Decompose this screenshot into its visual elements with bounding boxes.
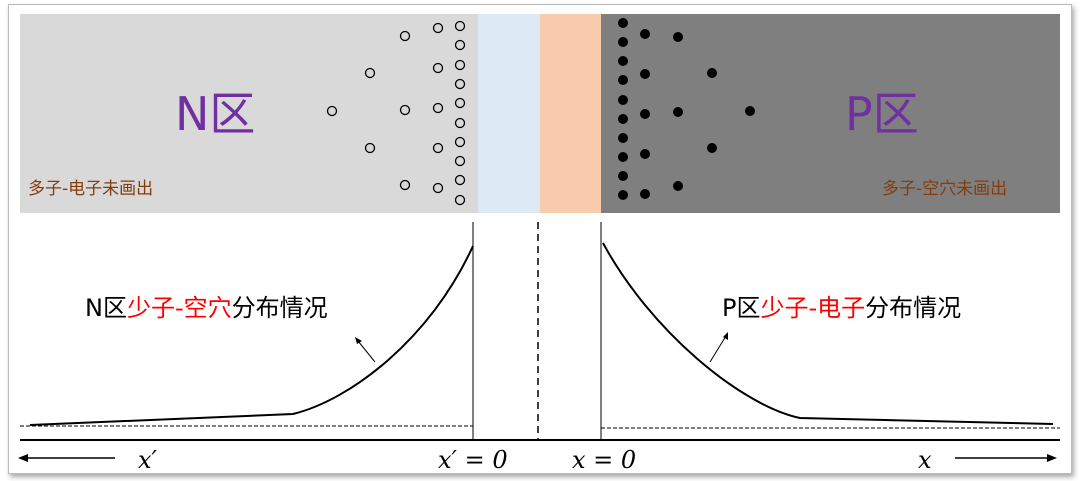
hole xyxy=(432,142,444,154)
arrow-right-icon xyxy=(1047,454,1057,462)
hole xyxy=(432,22,444,34)
p-region-label: P区 xyxy=(845,87,919,141)
hole xyxy=(454,78,466,90)
p-minority-label: P区少子-电子分布情况 xyxy=(722,294,961,322)
electron xyxy=(618,190,628,200)
hole-distribution-curve xyxy=(29,245,474,426)
axis-left-zero-label: x′ = 0 xyxy=(438,446,508,474)
hole xyxy=(326,105,338,117)
electron-distribution-curve xyxy=(602,242,1054,425)
electron xyxy=(618,114,628,124)
electron xyxy=(618,171,628,181)
electron xyxy=(707,143,717,153)
arrowhead-icon xyxy=(723,332,728,340)
depletion-n-side xyxy=(478,14,540,213)
arrowhead-icon xyxy=(355,337,362,344)
hole xyxy=(364,142,376,154)
electron xyxy=(618,37,628,47)
hole xyxy=(454,97,466,109)
electron xyxy=(640,149,650,159)
hole xyxy=(454,39,466,51)
axis-right-label: x xyxy=(918,446,932,474)
electron xyxy=(618,133,628,143)
hole xyxy=(399,179,411,191)
hole xyxy=(364,67,376,79)
n-label-pointer xyxy=(357,340,376,363)
electron xyxy=(640,189,650,199)
electron xyxy=(618,75,628,85)
hole xyxy=(454,194,466,206)
axis-right-zero-label: x = 0 xyxy=(572,446,636,474)
electron xyxy=(618,56,628,66)
electron xyxy=(640,109,650,119)
p-majority-note: 多子-空穴未画出 xyxy=(882,179,1007,199)
depletion-p-side xyxy=(540,14,601,213)
electron xyxy=(673,32,683,42)
hole xyxy=(454,174,466,186)
electron xyxy=(745,106,755,116)
p-label-pointer xyxy=(709,335,727,363)
hole xyxy=(432,102,444,114)
n-majority-note: 多子-电子未画出 xyxy=(28,179,153,199)
electron xyxy=(618,95,628,105)
hole xyxy=(454,155,466,167)
n-minority-label: N区少子-空穴分布情况 xyxy=(85,294,328,322)
hole xyxy=(432,62,444,74)
minority-electrons xyxy=(618,18,755,200)
minority-holes xyxy=(326,20,466,206)
electron xyxy=(640,29,650,39)
hole xyxy=(399,104,411,116)
electron xyxy=(618,152,628,162)
axis-left-label: x′ xyxy=(138,446,158,474)
arrow-left-icon xyxy=(18,454,28,462)
electron xyxy=(707,68,717,78)
electron xyxy=(640,69,650,79)
hole xyxy=(454,117,466,129)
n-region-label: N区 xyxy=(175,87,255,141)
hole xyxy=(399,30,411,42)
electron xyxy=(618,18,628,28)
hole xyxy=(454,59,466,71)
hole xyxy=(432,182,444,194)
electron xyxy=(673,181,683,191)
electron xyxy=(673,107,683,117)
hole xyxy=(454,136,466,148)
hole xyxy=(454,20,466,32)
